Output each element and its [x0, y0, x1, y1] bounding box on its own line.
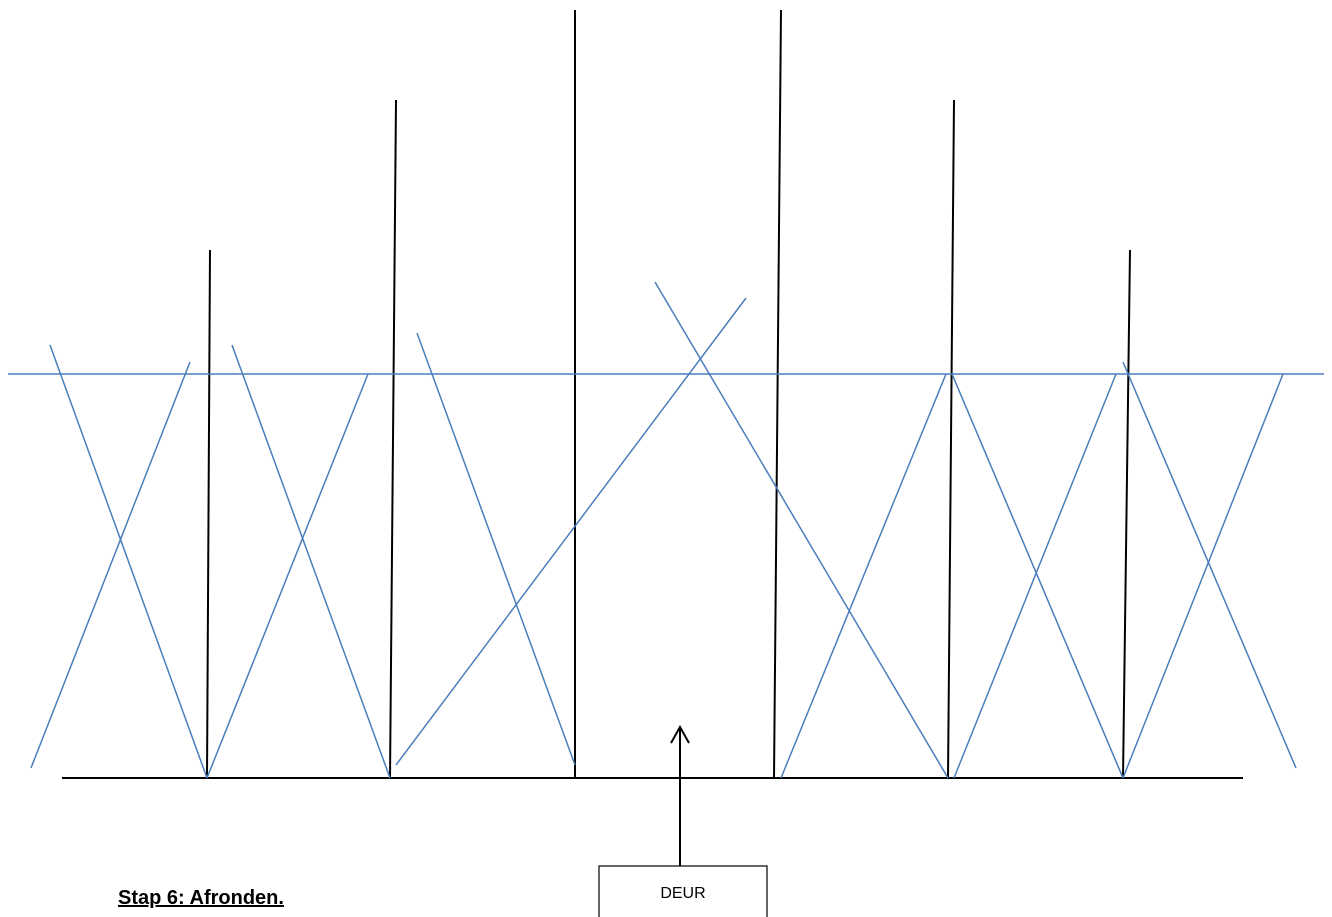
step-title: Stap 6: Afronden.	[118, 887, 284, 909]
cross-line	[206, 373, 369, 779]
cross-line	[1122, 361, 1297, 769]
cross-line	[49, 344, 208, 779]
cross-line	[231, 344, 391, 779]
cross-line	[1122, 373, 1284, 779]
cross-line	[654, 281, 949, 779]
post-6	[1122, 249, 1131, 779]
door-label: DEUR	[660, 885, 705, 902]
cross-line	[953, 373, 1117, 779]
cross-line	[416, 332, 576, 766]
door-box: DEUR	[598, 865, 768, 917]
cross-line	[780, 373, 947, 779]
post-1	[206, 249, 211, 779]
post-5	[947, 99, 955, 779]
cross-line	[395, 297, 747, 766]
cross-line	[951, 373, 1124, 779]
door-arrow	[670, 724, 690, 866]
post-2	[389, 99, 397, 779]
cross-line	[30, 361, 191, 769]
post-4	[773, 9, 782, 779]
